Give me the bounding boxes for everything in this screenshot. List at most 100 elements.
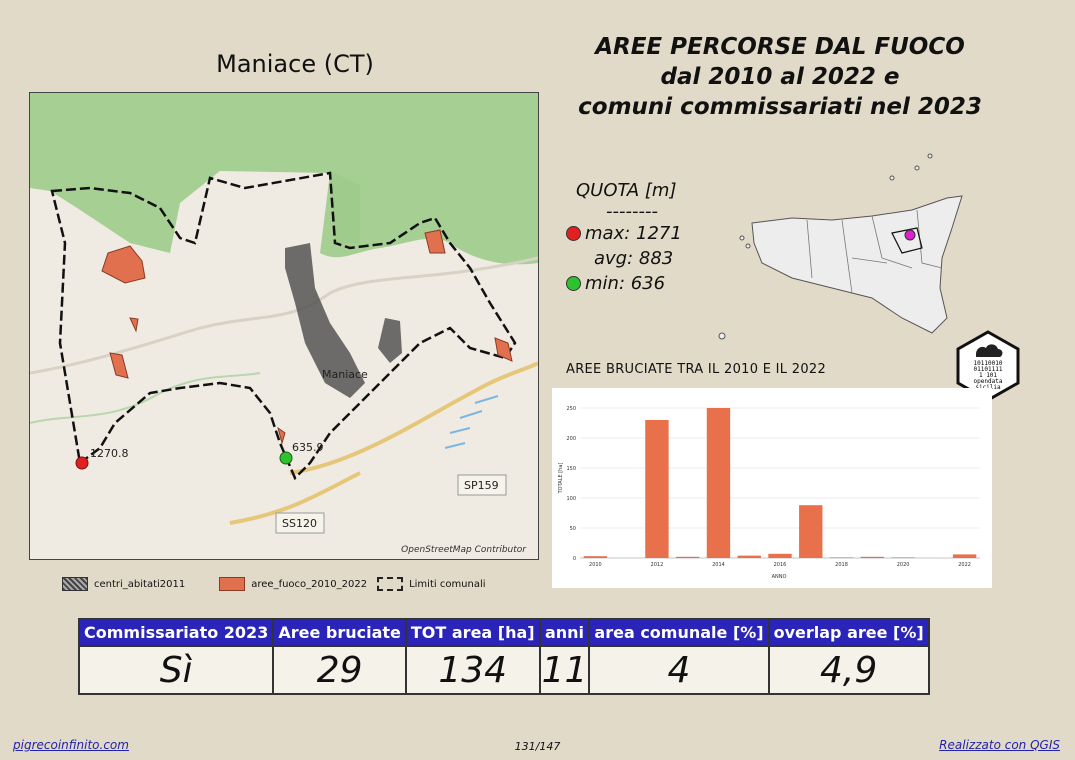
min-dot-icon	[566, 276, 581, 291]
y-tick-label: 50	[570, 526, 576, 532]
header-overlap-aree: overlap aree [%]	[767, 618, 930, 647]
map-panel[interactable]: 1270.8 635.9 Maniace SP159 SS120 OpenStr…	[29, 92, 539, 560]
main-title-line2: dal 2010 al 2022 e	[660, 64, 900, 90]
water-marks	[444, 395, 499, 449]
sicily-shape	[751, 195, 963, 334]
elevation-max: max: 1271	[585, 223, 682, 244]
bar-2017	[799, 505, 823, 558]
chart-bars	[583, 408, 977, 558]
x-tick-label: 2012	[651, 562, 664, 568]
island-icon	[889, 175, 895, 181]
legend-item-centri: centri_abitati2011	[62, 577, 185, 591]
island-icon	[914, 165, 920, 171]
boundary-swatch	[377, 577, 404, 591]
bar-2010	[583, 556, 608, 558]
legend-item-limiti: Limiti comunali	[377, 577, 486, 591]
boundary-green	[30, 372, 261, 424]
legend-label-centri: centri_abitati2011	[94, 578, 186, 590]
fire-area	[129, 317, 139, 333]
x-tick-label: 2014	[712, 562, 725, 568]
y-tick-label: 0	[573, 556, 576, 562]
chart-y-ticks: 0 50 100 150 200 250	[566, 406, 576, 562]
legend-item-fuoco: aree_fuoco_2010_2022	[219, 577, 367, 591]
stats-table: Commissariato 2023 Aree bruciate TOT are…	[77, 618, 930, 695]
island-icon	[718, 332, 726, 340]
bar-2015	[737, 555, 761, 558]
table-row: Sì 29 134 11 4 4,9	[77, 645, 930, 695]
province-boundaries	[806, 209, 943, 294]
settlement-area	[285, 243, 365, 398]
road-shield-sp159	[457, 474, 507, 496]
page-number: 131/147	[514, 740, 561, 753]
y-tick-label: 150	[566, 466, 576, 472]
max-elevation-marker[interactable]	[75, 456, 89, 470]
main-title: AREE PERCORSE DAL FUOCO dal 2010 al 2022…	[560, 32, 1000, 122]
town-label: Maniace	[322, 368, 368, 381]
fire-area	[424, 229, 446, 254]
map-attribution: OpenStreetMap Contributor	[401, 545, 526, 555]
fire-swatch	[219, 577, 246, 591]
value-commissariato: Sì	[77, 645, 275, 695]
road-label-ss120: SS120	[282, 517, 317, 530]
map-legend: centri_abitati2011 aree_fuoco_2010_2022 …	[62, 577, 486, 591]
y-tick-label: 200	[566, 436, 576, 442]
legend-label-limiti: Limiti comunali	[409, 578, 486, 590]
main-title-line1: AREE PERCORSE DAL FUOCO	[595, 34, 965, 60]
island-icon	[739, 235, 745, 241]
bar-2018	[829, 557, 854, 558]
logo-text-opendata: opendata	[974, 378, 1003, 385]
logo-binary-2: 01101111	[974, 366, 1003, 373]
bar-2019	[860, 556, 884, 558]
road-label-sp159: SP159	[464, 479, 499, 492]
min-elevation-marker[interactable]	[279, 451, 293, 465]
header-anni: anni	[538, 618, 591, 647]
chart-x-ticks: 2010 2012 2014 2016 2018 2020 2022	[589, 562, 971, 568]
elevation-panel: QUOTA [m] -------- max: 1271 avg: 883 mi…	[566, 178, 706, 296]
fire-area	[109, 352, 129, 379]
max-dot-icon	[566, 226, 581, 241]
x-tick-label: 2016	[774, 562, 787, 568]
logo-binary-3: 1 101	[979, 372, 997, 379]
x-tick-label: 2022	[958, 562, 971, 568]
x-tick-label: 2020	[897, 562, 910, 568]
footer-qgis-link[interactable]: Realizzato con QGIS	[939, 738, 1060, 752]
cloud-icon	[976, 344, 1003, 357]
value-overlap-aree: 4,9	[767, 645, 930, 695]
logo-binary-1: 10110010	[974, 360, 1003, 367]
fire-area	[277, 426, 286, 445]
header-tot-area: TOT area [ha]	[404, 618, 541, 647]
x-tick-label: 2018	[835, 562, 848, 568]
elevation-min: min: 636	[585, 273, 666, 294]
sicily-locator-map	[718, 153, 963, 340]
x-tick-label: 2010	[589, 562, 602, 568]
burned-area-chart: 0 50 100 150 200 250 2010 2012 2014 2016 2018 2020…	[552, 388, 992, 588]
map-canvas[interactable]: 1270.8 635.9 Maniace SP159 SS120	[30, 93, 538, 559]
fire-area	[494, 337, 513, 362]
road-shield-ss120	[275, 512, 325, 534]
elevation-max-row: max: 1271	[566, 221, 706, 246]
chart-title: AREE BRUCIATE TRA IL 2010 E IL 2022	[566, 362, 827, 377]
header-aree-bruciate: Aree bruciate	[272, 618, 407, 647]
bar-2022	[952, 554, 977, 558]
y-tick-label: 100	[566, 496, 576, 502]
value-aree-bruciate: 29	[272, 645, 407, 695]
island-icon	[927, 153, 933, 159]
table-header-row: Commissariato 2023 Aree bruciate TOT are…	[77, 618, 930, 647]
bar-2013	[676, 556, 700, 558]
forest-area-2	[330, 171, 360, 243]
value-tot-area: 134	[404, 645, 541, 695]
elevation-separator: --------	[606, 201, 658, 222]
header-commissariato: Commissariato 2023	[77, 618, 275, 647]
legend-label-fuoco: aree_fuoco_2010_2022	[251, 578, 368, 590]
header-area-comunale: area comunale [%]	[588, 618, 770, 647]
chart-x-label: ANNO	[772, 574, 787, 580]
logo-text-sicilia: sicilia	[975, 384, 1001, 391]
map-title: Maniace (CT)	[216, 50, 374, 78]
settlement-area-2	[378, 318, 402, 363]
fire-area	[101, 245, 146, 284]
elevation-title: QUOTA [m]	[576, 180, 677, 201]
main-title-line3: comuni commissariati nel 2023	[578, 94, 982, 120]
island-icon	[745, 243, 751, 249]
footer-website-link[interactable]: pigrecoinfinito.com	[13, 738, 129, 752]
road-ss120	[229, 471, 361, 525]
